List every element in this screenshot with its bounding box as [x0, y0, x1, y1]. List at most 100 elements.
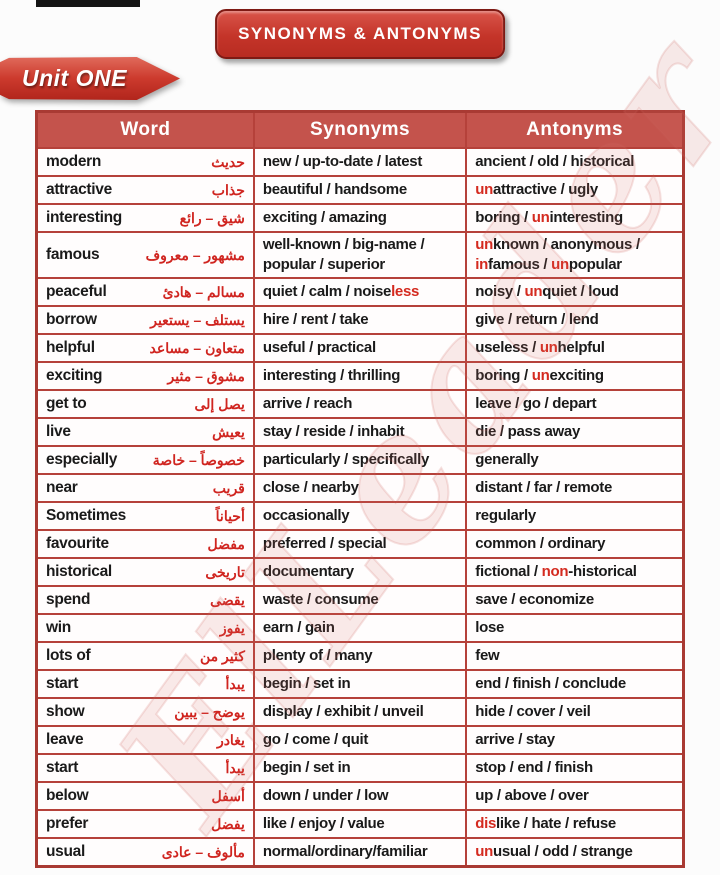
- table-row: especially خصوصاً – خاصة particularly / sp…: [35, 445, 685, 475]
- red-highlight: un: [475, 236, 493, 253]
- word-cell: Sometimes أحياناً: [35, 501, 255, 531]
- red-highlight: dis: [475, 815, 497, 832]
- antonyms-cell: unusual / odd / strange: [465, 837, 685, 868]
- word-cell: usual مألوف – عادى: [35, 837, 255, 868]
- word-cell-content: attractive جذاب: [46, 180, 245, 200]
- text-segment: die / pass away: [475, 423, 580, 440]
- antonyms-cell: lose: [465, 613, 685, 643]
- antonyms-cell: save / economize: [465, 585, 685, 615]
- word-cell: start يبدأ: [35, 669, 255, 699]
- word-cell: show يوضح – يبين: [35, 697, 255, 727]
- word-cell-content: favourite مفضل: [46, 534, 245, 554]
- red-highlight: less: [391, 283, 420, 300]
- word-arabic: يفضل: [211, 816, 245, 832]
- word-cell-content: historical تاريخى: [46, 562, 245, 582]
- word-arabic: جذاب: [211, 182, 245, 198]
- text-segment: interesting / thrilling: [262, 367, 401, 384]
- word-cell-content: prefer يفضل: [46, 814, 245, 834]
- word-english: favourite: [46, 535, 109, 552]
- text-segment: stop / end / finish: [475, 759, 593, 776]
- table-row: get to يصل إلى arrive / reach leave / go / …: [35, 389, 685, 419]
- synonyms-cell: quiet / calm / noiseless: [252, 277, 468, 307]
- table-row: spend يقضى waste / consume save / economize: [35, 585, 685, 615]
- word-cell-content: lots of كثير من: [46, 646, 245, 666]
- red-highlight: un: [475, 181, 493, 198]
- text-segment: begin / set in: [262, 759, 351, 776]
- word-cell: live يعيش: [35, 417, 255, 447]
- text-segment: ancient / old / historical: [475, 153, 635, 170]
- antonyms-cell: up / above / over: [465, 781, 685, 811]
- word-cell-content: leave يغادر: [46, 730, 245, 750]
- synonyms-cell: exciting / amazing: [252, 203, 468, 233]
- word-english: attractive: [46, 181, 112, 198]
- word-english: prefer: [46, 815, 89, 832]
- text-segment: popular: [568, 256, 622, 273]
- text-segment: normal/ordinary/familiar: [262, 843, 428, 860]
- text-segment: end / finish / conclude: [475, 675, 626, 692]
- table-row: usual مألوف – عادى normal/ordinary/familia…: [35, 837, 685, 868]
- table-row: below أسفل down / under / low up / above / …: [35, 781, 685, 811]
- table-row: modern حديث new / up-to-date / latest ancie…: [35, 147, 685, 177]
- table-row: helpful متعاون – مساعد useful / practical u…: [35, 333, 685, 363]
- text-segment: up / above / over: [475, 787, 589, 804]
- antonyms-cell: unknown / anonymous / infamous / unpopul…: [465, 231, 685, 279]
- word-cell: helpful متعاون – مساعد: [35, 333, 255, 363]
- antonyms-cell: arrive / stay: [465, 725, 685, 755]
- word-cell: spend يقضى: [35, 585, 255, 615]
- table-row: live يعيش stay / reside / inhabit die / pas…: [35, 417, 685, 447]
- word-cell-content: usual مألوف – عادى: [46, 842, 245, 862]
- table-row: famous مشهور – معروف well-known / big-name…: [35, 231, 685, 279]
- word-cell: borrow يستلف – يستعير: [35, 305, 255, 335]
- word-arabic: متعاون – مساعد: [149, 340, 245, 356]
- word-english: Sometimes: [46, 507, 126, 524]
- word-english: famous: [46, 246, 100, 263]
- word-english: exciting: [46, 367, 103, 384]
- synonyms-cell: hire / rent / take: [252, 305, 468, 335]
- text-segment: useless /: [475, 339, 540, 356]
- text-segment: go / come / quit: [262, 731, 369, 748]
- word-arabic: يوضح – يبين: [174, 704, 245, 720]
- synonyms-cell: beautiful / handsome: [252, 175, 468, 205]
- synonyms-cell: preferred / special: [252, 529, 468, 559]
- word-english: below: [46, 787, 89, 804]
- text-segment: lose: [475, 619, 505, 636]
- word-arabic: مفضل: [207, 536, 245, 552]
- text-segment: like / hate / refuse: [496, 815, 616, 832]
- word-cell: attractive جذاب: [35, 175, 255, 205]
- table-row: historical تاريخى documentary fictional / n…: [35, 557, 685, 587]
- table-row: leave يغادر go / come / quit arrive / stay: [35, 725, 685, 755]
- word-arabic: يقضى: [210, 592, 245, 608]
- word-cell: modern حديث: [35, 147, 255, 177]
- word-cell-content: peaceful مسالم – هادئ: [46, 282, 245, 302]
- synonyms-cell: documentary: [252, 557, 468, 587]
- table-row: lots of كثير من plenty of / many few: [35, 641, 685, 671]
- word-arabic: يفوز: [219, 620, 245, 636]
- red-highlight: in: [475, 256, 488, 273]
- word-arabic: يبدأ: [225, 676, 245, 692]
- text-segment: famous /: [488, 256, 552, 273]
- word-cell-content: show يوضح – يبين: [46, 702, 245, 722]
- antonyms-cell: hide / cover / veil: [465, 697, 685, 727]
- table-row: attractive جذاب beautiful / handsome un attr…: [35, 175, 685, 205]
- text-segment: well-known / big-name / popular / superi…: [262, 236, 425, 273]
- word-cell-content: modern حديث: [46, 152, 245, 172]
- red-highlight: un: [531, 367, 550, 384]
- text-segment: hire / rent / take: [262, 311, 369, 328]
- word-cell: get to يصل إلى: [35, 389, 255, 419]
- red-highlight: un: [531, 209, 550, 226]
- word-arabic: يعيش: [212, 424, 245, 440]
- synonyms-cell: earn / gain: [252, 613, 468, 643]
- unit-banner-label: Unit ONE: [22, 65, 127, 91]
- word-cell: prefer يفضل: [35, 809, 255, 839]
- text-segment: common / ordinary: [475, 535, 606, 552]
- text-segment: display / exhibit / unveil: [262, 703, 424, 720]
- word-cell-content: famous مشهور – معروف: [46, 245, 245, 265]
- red-highlight: un: [539, 339, 558, 356]
- text-segment: known / anonymous /: [493, 236, 640, 253]
- word-arabic: أحياناً: [215, 508, 245, 524]
- text-segment: exciting: [549, 367, 604, 384]
- synonyms-cell: waste / consume: [252, 585, 468, 615]
- word-cell-content: below أسفل: [46, 786, 245, 806]
- word-arabic: كثير من: [199, 648, 245, 664]
- word-cell: favourite مفضل: [35, 529, 255, 559]
